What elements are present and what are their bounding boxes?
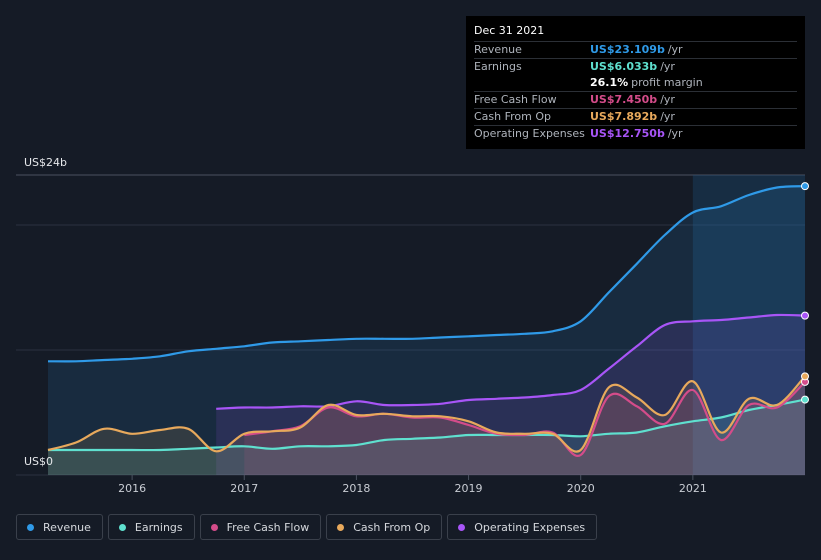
- y-axis-bottom-label: US$0: [24, 455, 54, 468]
- legend-item-revenue[interactable]: Revenue: [16, 514, 103, 540]
- tooltip-row: 26.1% profit margin: [474, 75, 797, 91]
- tooltip-label: Cash From Op: [474, 110, 552, 123]
- operating-expenses-line: [216, 313, 806, 410]
- tooltip-label: Free Cash Flow: [474, 93, 557, 106]
- free-cash-flow-area: [244, 381, 806, 475]
- cash-from-op-end-marker: [801, 372, 809, 381]
- series-lines: [47, 185, 806, 457]
- tooltip-unit: /yr: [660, 93, 675, 106]
- revenue-area: [48, 186, 805, 475]
- chart-legend: Revenue Earnings Free Cash Flow Cash From O…: [16, 514, 598, 540]
- x-tick-label-2019: 2019: [455, 482, 483, 495]
- chart-gridlines: [16, 174, 805, 476]
- tooltip-unit: /yr: [660, 60, 675, 73]
- tooltip-row: Operating Expenses US$12.750b/yr: [474, 125, 797, 142]
- tooltip-panel: Dec 31 2021 Revenue US$23.109b/yr Earnings…: [466, 16, 805, 149]
- tooltip-row: Free Cash Flow US$7.450b/yr: [474, 91, 797, 108]
- earnings-area: [48, 399, 805, 475]
- legend-dot-icon: [210, 523, 218, 531]
- legend-label: Earnings: [134, 520, 183, 534]
- tooltip-date: Dec 31 2021: [474, 24, 545, 37]
- tooltip-value: US$7.892b: [590, 110, 658, 123]
- tooltip-unit: profit margin: [631, 76, 703, 89]
- y-axis-top-label: US$24b: [24, 156, 68, 169]
- x-axis-ticks: 2016 2017 2018 2019 2020 2021: [118, 475, 707, 495]
- x-tick-label-2020: 2020: [567, 482, 595, 495]
- tooltip-row: Cash From Op US$7.892b/yr: [474, 108, 797, 125]
- cash-from-op-area: [48, 376, 805, 475]
- revenue-line: [47, 185, 806, 363]
- free-cash-flow-line: [244, 381, 806, 457]
- tooltip-row: Earnings US$6.033b/yr: [474, 58, 797, 75]
- x-tick-label-2017: 2017: [230, 482, 258, 495]
- x-tick-label-2021: 2021: [679, 482, 707, 495]
- tooltip-label: [474, 75, 590, 91]
- earnings-line: [47, 398, 806, 452]
- legend-label: Cash From Op: [353, 520, 431, 534]
- tooltip-value: US$6.033b: [590, 60, 658, 73]
- tooltip-label: Operating Expenses: [474, 127, 585, 140]
- legend-item-operating-expenses[interactable]: Operating Expenses: [447, 514, 598, 540]
- tooltip-value: US$7.450b: [590, 93, 658, 106]
- tooltip-row: Revenue US$23.109b/yr: [474, 41, 797, 58]
- tooltip-label: Earnings: [474, 60, 522, 73]
- legend-dot-icon: [458, 523, 466, 531]
- revenue-end-marker: [801, 182, 809, 191]
- tooltip-rows: Revenue US$23.109b/yr Earnings US$6.033b/yr…: [474, 41, 797, 142]
- tooltip-unit: /yr: [667, 127, 683, 140]
- earnings-end-marker: [801, 395, 809, 404]
- cash-from-op-line: [47, 375, 806, 453]
- tooltip-unit: /yr: [667, 43, 683, 56]
- tooltip-value: US$23.109b: [590, 43, 665, 56]
- legend-label: Free Cash Flow: [226, 520, 310, 534]
- operating-expenses-area: [216, 314, 805, 475]
- legend-label: Revenue: [43, 520, 91, 534]
- legend-dot-icon: [27, 523, 34, 531]
- legend-dot-icon: [118, 523, 126, 531]
- operating-expenses-end-marker: [801, 311, 809, 320]
- tooltip-value: US$12.750b: [590, 127, 665, 140]
- legend-item-free-cash-flow[interactable]: Free Cash Flow: [199, 514, 322, 540]
- tooltip-label: Revenue: [474, 43, 522, 56]
- series-areas: [48, 186, 806, 475]
- legend-item-cash-from-op[interactable]: Cash From Op: [326, 514, 443, 540]
- legend-label: Operating Expenses: [474, 520, 586, 534]
- legend-dot-icon: [337, 523, 345, 531]
- tooltip-unit: /yr: [660, 110, 675, 123]
- x-tick-label-2018: 2018: [342, 482, 370, 495]
- series-end-markers: [801, 182, 809, 404]
- legend-item-earnings[interactable]: Earnings: [107, 514, 195, 540]
- x-tick-label-2016: 2016: [118, 482, 146, 495]
- tooltip-value: 26.1%: [590, 76, 629, 89]
